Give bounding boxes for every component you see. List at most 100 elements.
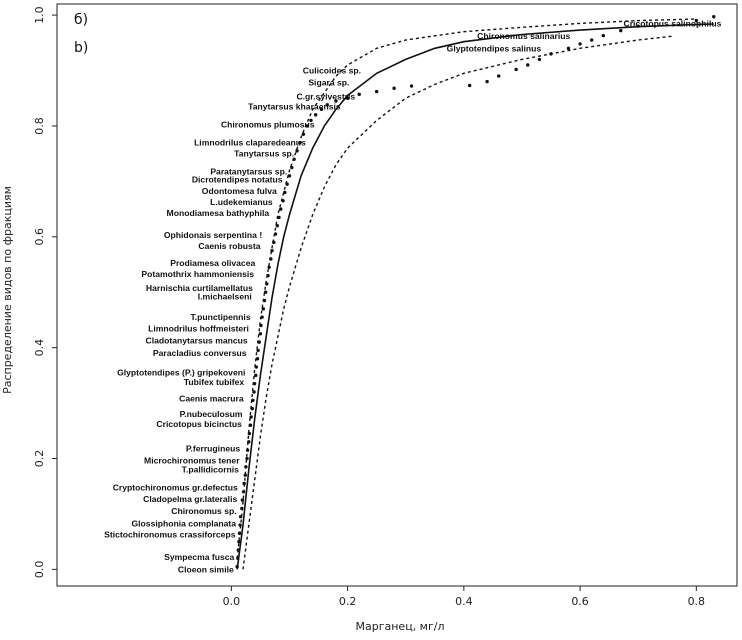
data-point	[279, 207, 283, 211]
species-label: Tubifex tubifex	[184, 377, 245, 387]
data-point	[549, 52, 553, 56]
data-point	[240, 498, 245, 502]
species-labels: Cricotopus salinophilus Chironomus salina…	[104, 18, 721, 574]
data-point	[237, 531, 242, 536]
species-label: Sigara sp.	[308, 78, 349, 88]
data-point	[269, 257, 273, 261]
data-point	[272, 240, 276, 245]
species-label: Monodiamesa bathyphila	[167, 208, 270, 218]
data-point	[245, 448, 250, 452]
data-point	[485, 79, 489, 84]
data-point	[267, 265, 271, 269]
data-point	[270, 248, 274, 253]
data-point	[236, 548, 241, 552]
data-point	[578, 42, 582, 46]
species-label: Glossiphonia complanata	[131, 518, 236, 528]
data-point	[313, 113, 318, 117]
data-point	[266, 273, 270, 278]
y-tick-label: 0.6	[33, 228, 46, 246]
data-point	[273, 232, 278, 236]
data-point	[292, 157, 296, 161]
fit-curve-group	[236, 23, 714, 570]
species-label: Glyptotendipes salinus	[447, 43, 542, 53]
data-point	[290, 165, 294, 170]
data-point	[265, 282, 269, 286]
data-point	[309, 118, 313, 123]
data-point	[277, 215, 281, 220]
lower-confidence-band	[242, 35, 674, 570]
data-point	[256, 348, 260, 353]
data-point	[566, 46, 571, 51]
data-point	[251, 398, 255, 403]
y-tick-label: 0.0	[33, 561, 46, 579]
data-point	[305, 124, 309, 128]
species-label: Odontomesa fulva	[202, 186, 277, 196]
data-point	[254, 373, 258, 378]
data-point	[374, 89, 379, 94]
species-label: Potamothrix hammoniensis	[141, 269, 254, 279]
data-point	[334, 99, 338, 103]
data-point	[247, 440, 251, 444]
species-label: Cricotopus bicinctus	[156, 419, 242, 429]
data-point	[250, 406, 254, 411]
data-point	[514, 67, 518, 72]
x-tick-label: 0.0	[223, 595, 241, 608]
data-point	[298, 140, 302, 145]
data-point	[590, 38, 594, 42]
data-point	[285, 182, 289, 186]
data-point	[254, 365, 259, 369]
data-point	[240, 506, 244, 511]
data-point	[357, 92, 361, 97]
data-point	[325, 103, 329, 107]
data-point	[252, 390, 256, 394]
data-point	[712, 15, 716, 19]
species-label: L.udekemianus	[210, 197, 273, 207]
data-point	[263, 290, 268, 294]
species-label: P.nubeculosum	[180, 409, 243, 419]
data-point	[248, 423, 253, 427]
x-tick-label: 0.8	[688, 595, 706, 608]
data-point	[601, 33, 606, 38]
species-label: Chironomus plumosus	[221, 119, 315, 129]
data-points	[235, 15, 716, 569]
data-point	[247, 431, 252, 436]
x-tick-label: 0.6	[571, 595, 589, 608]
species-label: Caenis robusta	[198, 241, 260, 251]
data-point	[236, 556, 240, 560]
data-point	[241, 490, 246, 494]
data-point	[275, 224, 279, 228]
species-label: Caenis macrura	[179, 394, 244, 404]
y-tick-label: 0.8	[33, 117, 46, 135]
species-label: I.michaelseni	[198, 292, 252, 302]
data-point	[345, 96, 350, 100]
species-label: Culicoides sp.	[303, 66, 361, 76]
data-point	[287, 174, 292, 178]
data-point	[283, 190, 287, 195]
species-label: Tanytarsus kharaensis	[248, 102, 341, 112]
data-point	[235, 564, 239, 569]
y-tick-label: 0.4	[33, 339, 46, 357]
species-label: Chironomus salinarius	[477, 31, 570, 41]
species-label: Microchironomus tener	[144, 456, 240, 466]
axes: 0.0 0.2 0.4 0.6 0.8 0.0 0.2 0.4 0.6 0.8 1.0	[33, 6, 705, 608]
species-label: Sympecma fusca	[164, 552, 234, 562]
data-point	[392, 86, 396, 90]
data-point	[636, 24, 640, 28]
species-label: Cricotopus salinophilus	[623, 18, 721, 28]
data-point	[295, 149, 299, 153]
data-point	[281, 199, 285, 203]
confidence-bands	[236, 18, 697, 570]
data-point	[252, 381, 257, 386]
data-point	[244, 465, 248, 469]
y-axis-title: Распределение видов по фракциям	[1, 186, 14, 394]
species-label: T.punctipennis	[190, 312, 250, 322]
x-tick-label: 0.4	[455, 595, 473, 608]
data-point	[257, 340, 261, 344]
y-tick-label: 1.0	[33, 6, 46, 24]
panel-label-cyrillic: б)	[74, 12, 88, 28]
species-label: Cladopelma gr.lateralis	[143, 494, 237, 504]
species-label: Stictochironomus crassiforceps	[104, 529, 236, 539]
data-point	[259, 323, 263, 328]
species-label: Limnodrilus hoffmeisteri	[148, 323, 249, 333]
